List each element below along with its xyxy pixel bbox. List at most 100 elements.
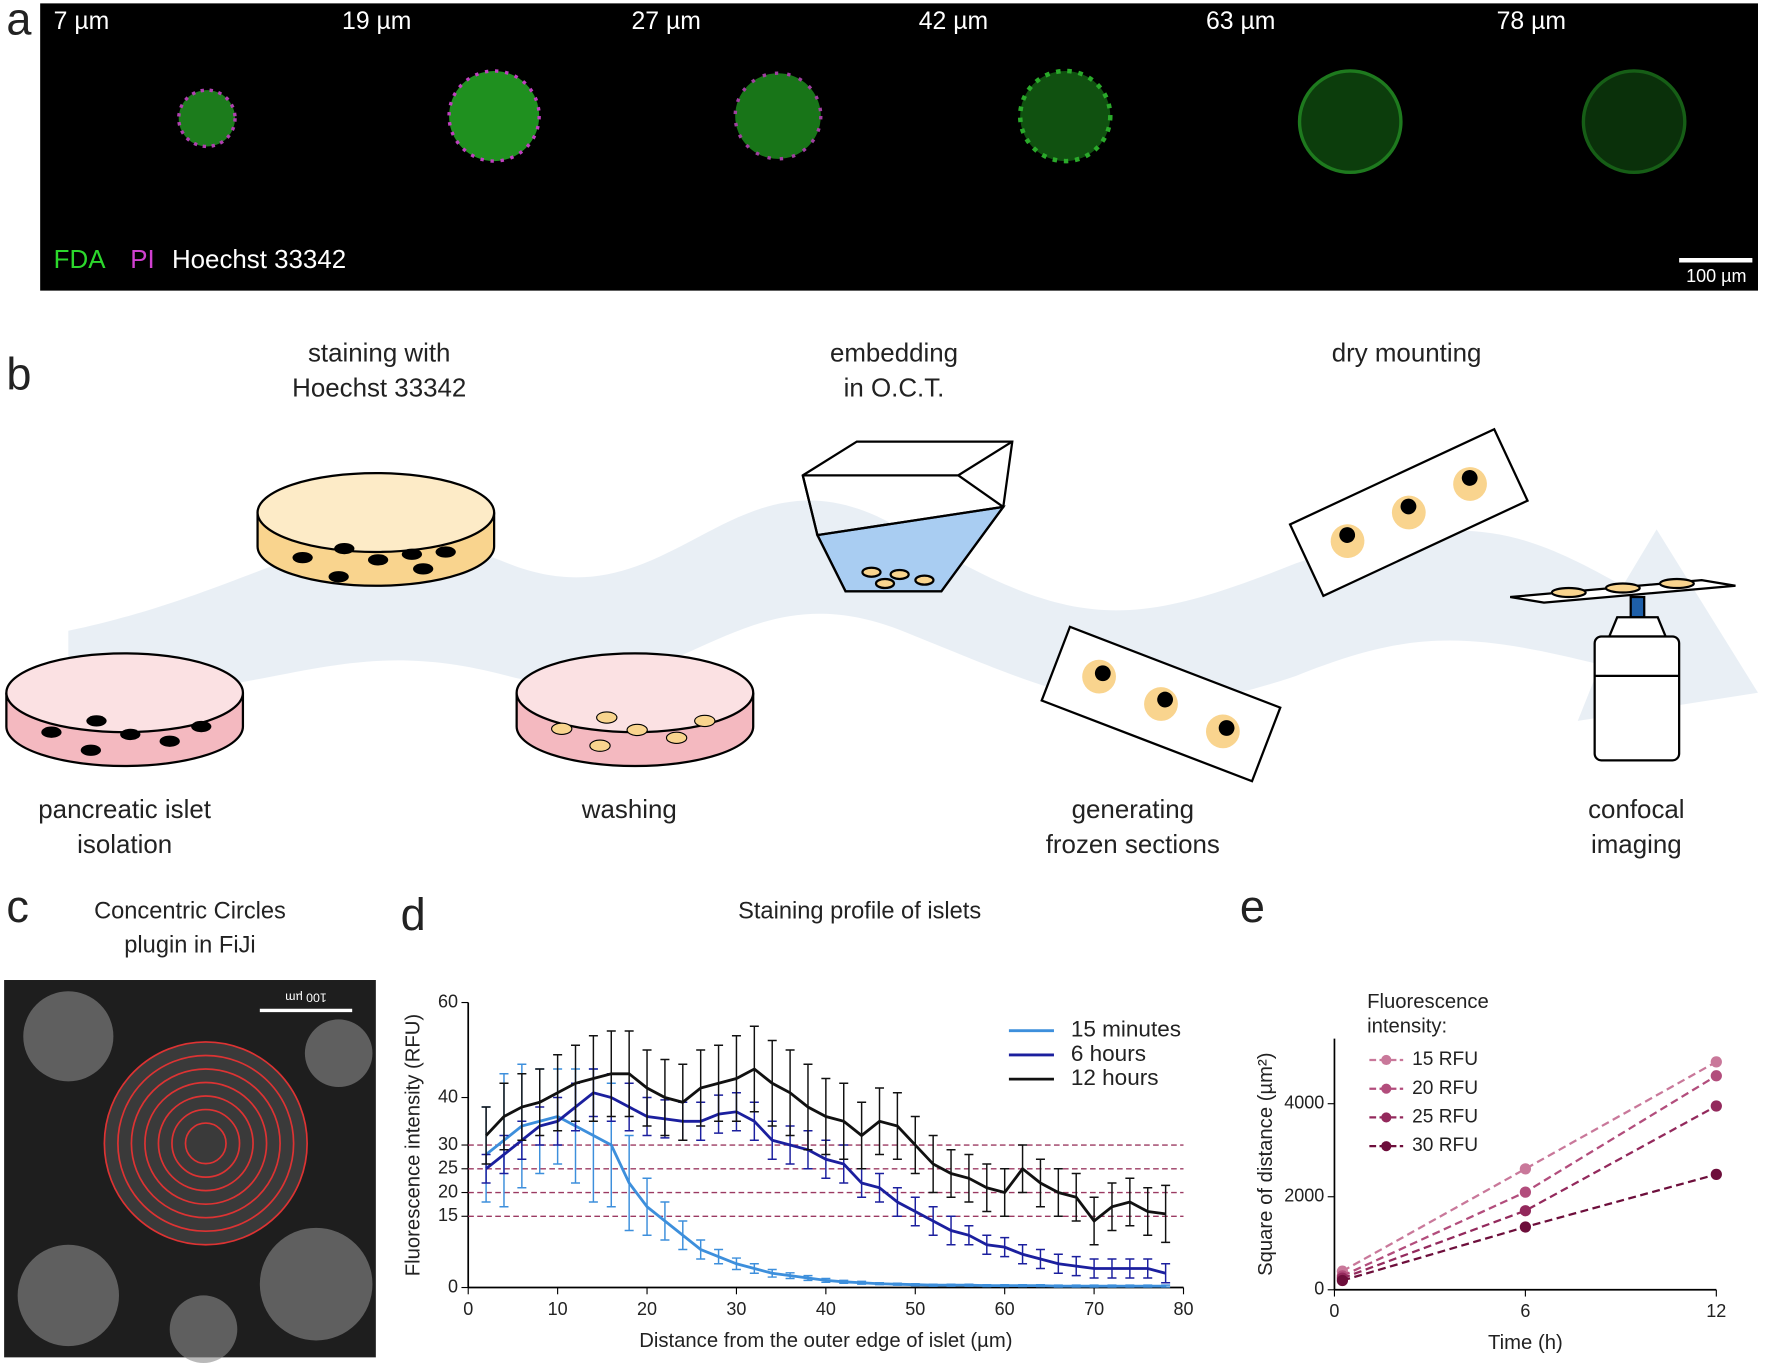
y-tick-label: 25 — [438, 1158, 458, 1178]
point — [1710, 1168, 1722, 1181]
scale-label: 100 µm — [285, 991, 327, 1005]
y-tick-label: 15 — [438, 1205, 458, 1225]
x-tick-label: 10 — [548, 1299, 568, 1319]
series-line — [1342, 1105, 1717, 1280]
legend-label: 6 hours — [1071, 1041, 1146, 1066]
point — [1519, 1186, 1532, 1198]
depth-label: 7 µm — [54, 8, 110, 35]
point — [1519, 1221, 1532, 1233]
panel-label: a — [6, 0, 32, 44]
panel-title: Concentric Circles — [94, 899, 286, 925]
point — [1336, 1274, 1349, 1287]
dish-isolation — [5, 652, 245, 768]
embedding-mold — [801, 440, 1014, 593]
step-label: dry mounting — [1332, 340, 1482, 368]
panel-title: plugin in FiJi — [124, 932, 255, 958]
stain-label: FDA — [54, 246, 107, 274]
depth-label: 42 µm — [919, 8, 988, 35]
x-tick-label: 50 — [905, 1299, 925, 1319]
stain-label: PI — [130, 246, 154, 274]
panel-label: b — [6, 348, 31, 399]
step-label: pancreatic islet — [38, 796, 211, 824]
error-bar — [1161, 1263, 1171, 1284]
depth-label: 63 µm — [1206, 8, 1275, 35]
y-tick-label: 4000 — [1284, 1092, 1324, 1112]
depth-label: 19 µm — [342, 8, 411, 35]
panel-label: c — [6, 881, 29, 932]
x-tick-label: 60 — [995, 1299, 1015, 1319]
step-label: frozen sections — [1046, 831, 1220, 859]
step-label: staining with — [308, 340, 450, 368]
series-line — [485, 1091, 1166, 1275]
frozen-section-slide — [1040, 625, 1282, 783]
step-label: Hoechst 33342 — [292, 375, 466, 403]
legend-label: 30 RFU — [1412, 1135, 1478, 1156]
depth-label: 27 µm — [632, 8, 701, 35]
x-axis-label: Time (h) — [1488, 1332, 1563, 1354]
y-axis-label: Square of distance (µm²) — [1255, 1052, 1277, 1275]
point — [1519, 1163, 1532, 1175]
step-label: washing — [581, 796, 677, 824]
confocal-microscope — [1509, 577, 1736, 762]
chart-title: Staining profile of islets — [738, 899, 981, 925]
step-label: generating — [1072, 796, 1194, 824]
x-tick-label: 80 — [1173, 1299, 1193, 1319]
y-axis-label: Fluorescence intensity (RFU) — [403, 1014, 425, 1276]
point — [1519, 1205, 1532, 1217]
series-line — [1341, 1074, 1717, 1277]
legend-label: 20 RFU — [1412, 1078, 1478, 1099]
series-line — [485, 1115, 1166, 1288]
y-tick-label: 0 — [448, 1276, 458, 1296]
legend-marker — [1381, 1141, 1392, 1152]
x-tick-label: 20 — [637, 1299, 657, 1319]
dish-washing — [515, 652, 755, 768]
x-tick-label: 6 — [1520, 1301, 1530, 1321]
legend-title: Fluorescence — [1367, 991, 1489, 1013]
point — [1710, 1056, 1722, 1068]
series-line — [485, 1067, 1166, 1224]
y-tick-label: 60 — [438, 991, 458, 1011]
error-bar — [481, 1106, 491, 1165]
depth-labels: 7 µm 19 µm 27 µm 42 µm 63 µm 78 µm — [54, 8, 1566, 35]
islet-images — [177, 68, 1687, 175]
point — [1710, 1070, 1722, 1082]
micrograph-strip — [40, 3, 1758, 291]
x-tick-label: 70 — [1084, 1299, 1104, 1319]
step-label: confocal — [1588, 796, 1684, 824]
y-tick-label: 30 — [438, 1134, 458, 1154]
legend-title: intensity: — [1367, 1016, 1447, 1038]
legend-marker — [1381, 1083, 1392, 1094]
panel-label: e — [1240, 881, 1265, 932]
y-tick-label: 20 — [438, 1181, 458, 1201]
step-label: in O.C.T. — [844, 375, 945, 403]
concentric-circles — [103, 1041, 308, 1246]
x-axis-label: Distance from the outer edge of islet (µ… — [639, 1330, 1012, 1352]
legend-label: 15 minutes — [1071, 1017, 1181, 1042]
depth-label: 78 µm — [1497, 8, 1566, 35]
step-label: imaging — [1591, 831, 1682, 859]
cell-texture — [17, 991, 373, 1363]
panel-label: d — [401, 889, 426, 940]
x-tick-label: 0 — [463, 1299, 473, 1319]
legend-label: 12 hours — [1071, 1065, 1159, 1090]
x-tick-label: 30 — [726, 1299, 746, 1319]
x-tick-label: 12 — [1706, 1301, 1726, 1321]
step-label: embedding — [830, 340, 958, 368]
scale-label: 100 µm — [1686, 266, 1746, 286]
error-bar — [1161, 1184, 1171, 1244]
y-tick-label: 2000 — [1284, 1186, 1324, 1206]
legend-marker — [1381, 1112, 1392, 1123]
step-label: isolation — [77, 831, 172, 859]
x-tick-label: 0 — [1329, 1301, 1339, 1321]
x-tick-label: 40 — [816, 1299, 836, 1319]
stain-label: Hoechst 33342 — [172, 246, 346, 274]
y-tick-label: 40 — [438, 1086, 458, 1106]
dish-staining — [256, 471, 496, 587]
dry-mount-slide — [1288, 427, 1530, 598]
legend-label: 15 RFU — [1412, 1049, 1478, 1070]
y-tick-label: 0 — [1314, 1279, 1324, 1299]
legend-label: 25 RFU — [1412, 1106, 1478, 1127]
point — [1710, 1100, 1722, 1112]
legend-marker — [1381, 1054, 1392, 1066]
